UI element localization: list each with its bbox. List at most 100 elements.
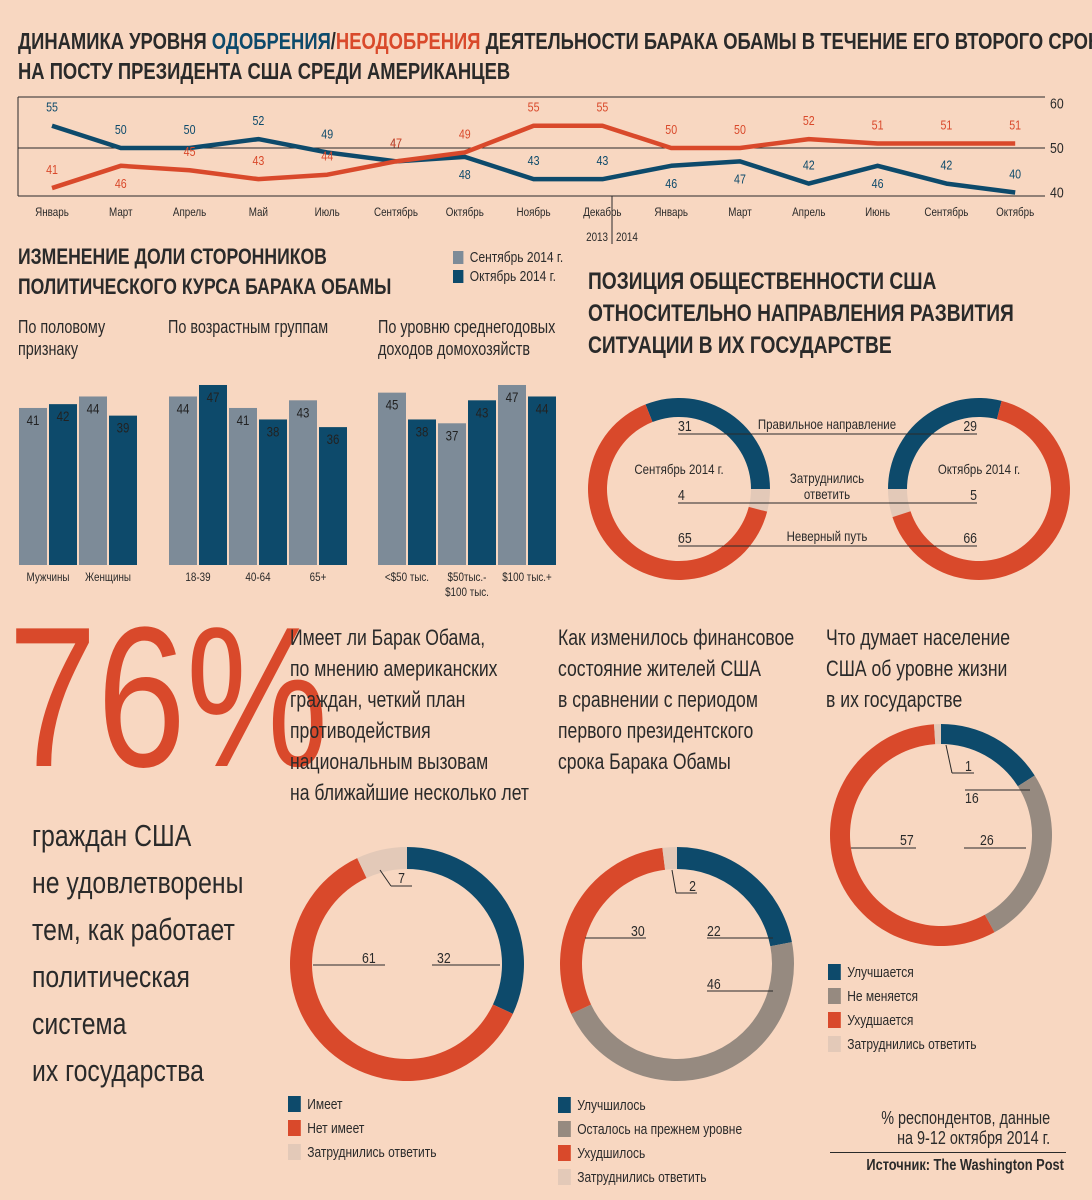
bar-oct-2014 [109, 415, 137, 565]
disapproval-data-label: 47 [390, 135, 402, 150]
x-tick-label: Июнь [865, 206, 890, 219]
disapproval-data-label: 44 [321, 149, 333, 164]
value-label: 16 [965, 790, 979, 806]
disapproval-data-label: 43 [252, 153, 264, 168]
disapproval-data-label: 50 [665, 122, 677, 137]
question-line: первого президентского [558, 718, 754, 743]
title-disapprove: НЕОДОБРЕНИЯ [335, 28, 481, 54]
group-title-line: доходов домохозяйств [378, 339, 530, 359]
legend-label: Осталось на прежнем уровне [577, 1120, 743, 1138]
donut-finance-segment [677, 847, 792, 947]
year-label-2013: 2013 [586, 231, 608, 244]
legend-item: Не меняется [828, 984, 976, 1008]
approval-data-label: 47 [390, 135, 402, 150]
bar-category-label: 65+ [310, 571, 327, 584]
bar-category-label: 40-64 [245, 571, 270, 584]
row-label: Затруднились [790, 470, 864, 486]
x-tick-label: Июль [315, 206, 340, 219]
disapproval-data-label: 49 [459, 126, 471, 141]
legend-swatch [558, 1121, 571, 1137]
group-title-income: По уровню среднегодовых доходов домохозя… [378, 316, 555, 360]
question-line: на ближайшие несколько лет [290, 780, 529, 805]
value-label: 61 [362, 950, 376, 966]
approval-data-label: 42 [940, 158, 952, 173]
legend-finance: Улучшилось Осталось на прежнем уровне Ух… [558, 1093, 788, 1189]
donut-living-segment [984, 775, 1052, 933]
bars-legend: Сентябрь 2014 г. Октябрь 2014 г. [453, 248, 591, 286]
question-finance: Как изменилось финансовое состояние жите… [558, 622, 794, 777]
disapproval-data-label: 41 [46, 162, 58, 177]
legend-label: Не меняется [847, 987, 919, 1005]
direction-heading-line: ОТНОСИТЕЛЬНО НАПРАВЛЕНИЯ РАЗВИТИЯ [588, 300, 1014, 327]
y-tick-label: 40 [1050, 184, 1064, 200]
legend-label: Имеет [307, 1095, 343, 1113]
legend-label: Улучшилось [577, 1096, 646, 1114]
legend-swatch [453, 270, 464, 283]
value-label: 32 [437, 950, 451, 966]
x-tick-label: Январь [654, 206, 688, 219]
question-living: Что думает население США об уровне жизни… [826, 622, 1010, 715]
legend-swatch [288, 1120, 301, 1136]
value-label: 30 [631, 923, 645, 939]
x-tick-label: Апрель [792, 206, 826, 219]
donut-plan-segment [407, 847, 524, 1014]
row-label: Неверный путь [787, 528, 868, 544]
legend-swatch [828, 964, 841, 980]
disapproval-data-label: 51 [940, 118, 952, 133]
disapproval-line [51, 123, 1016, 191]
question-line: Что думает население [826, 625, 1011, 650]
bar-sep-2014 [229, 407, 257, 565]
leader [671, 869, 677, 894]
donut-finance-segment [571, 942, 794, 1082]
value-label: 1 [965, 758, 972, 774]
donut-sep-segment [748, 489, 770, 512]
bar-sep-2014 [169, 396, 197, 565]
question-line: состояние жителей США [558, 656, 762, 681]
bar-category-label: Мужчины [27, 571, 70, 584]
legend-swatch [558, 1169, 571, 1185]
legend-swatch [828, 1012, 841, 1028]
legend-swatch [288, 1144, 301, 1160]
donut-oct-segment [888, 397, 1002, 489]
bar-category-label: 18-39 [185, 571, 210, 584]
value-label: 22 [707, 923, 721, 939]
footer-note: % респондентов, данные на 9-12 октября 2… [881, 1108, 1050, 1148]
bar-category-label: <$50 тыс. [385, 571, 429, 584]
bar-category-label: $100 тыс.+ [502, 571, 552, 584]
footer-note-line: на 9-12 октября 2014 г. [896, 1128, 1050, 1148]
legend-label: Октябрь 2014 г. [469, 268, 556, 285]
direction-heading-line: ПОЗИЦИЯ ОБЩЕСТВЕННОСТИ США [588, 268, 937, 295]
question-line: противодействия [290, 718, 431, 743]
value-label: 65 [678, 530, 692, 546]
question-line: граждан, четкий план [290, 687, 466, 712]
bar-value-label: 38 [267, 423, 280, 439]
bar-oct-2014 [199, 384, 227, 565]
big-stat-text: граждан США не удовлетворены тем, как ра… [32, 812, 243, 1094]
big-stat-line: граждан США [32, 818, 192, 853]
bar-sep-2014 [378, 392, 406, 565]
legend-label: Нет имеет [307, 1119, 365, 1137]
direction-heading-line: СИТУАЦИИ В ИХ ГОСУДАРСТВЕ [588, 332, 892, 359]
disapproval-data-label: 46 [115, 176, 127, 191]
legend-item: Затруднились ответить [288, 1140, 436, 1164]
question-line: в сравнении с периодом [558, 687, 758, 712]
disapproval-data-label: 45 [184, 144, 196, 159]
big-stat-line: их государства [32, 1053, 204, 1088]
group-title-gender: По половому признаку [18, 316, 105, 360]
bar-value-label: 45 [386, 397, 399, 413]
value-label: 26 [980, 832, 994, 848]
y-tick-label: 60 [1050, 95, 1064, 111]
bar-value-label: 47 [207, 389, 220, 405]
question-line: США об уровне жизни [826, 656, 1008, 681]
approval-data-label: 43 [596, 153, 608, 168]
legend-label: Затруднились ответить [847, 1035, 977, 1053]
x-tick-label: Сентябрь [924, 206, 968, 219]
group-title-line: По уровню среднегодовых [378, 317, 556, 337]
disapproval-data-label: 52 [803, 113, 815, 128]
bars-heading: ИЗМЕНЕНИЕ ДОЛИ СТОРОННИКОВ ПОЛИТИЧЕСКОГО… [18, 242, 391, 302]
question-line: срока Барака Обамы [558, 749, 731, 774]
bar-oct-2014 [528, 396, 556, 565]
legend-swatch [828, 1036, 841, 1052]
donut-center-label: Сентябрь 2014 г. [634, 461, 723, 477]
